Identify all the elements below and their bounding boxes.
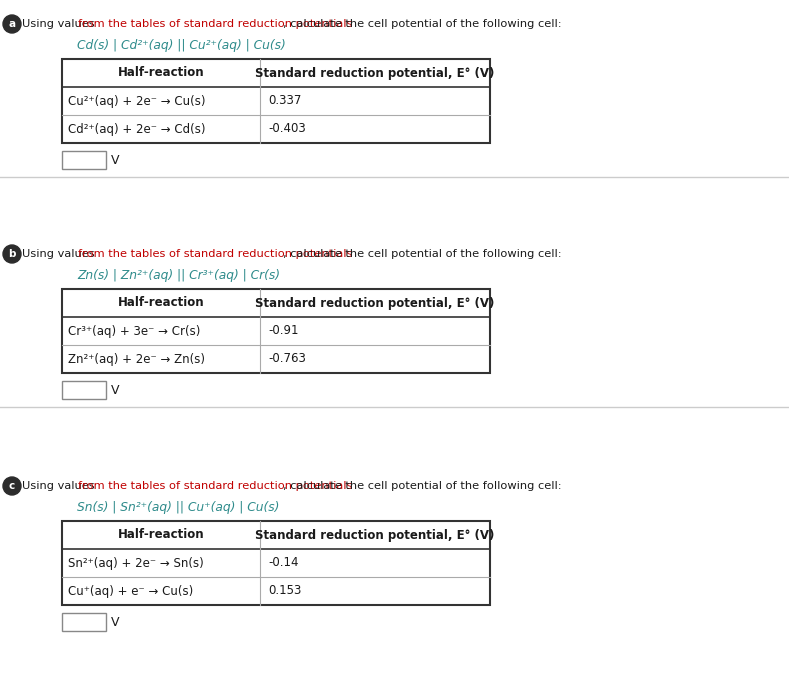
Text: Standard reduction potential, E° (V): Standard reduction potential, E° (V) [256, 296, 495, 309]
Circle shape [3, 477, 21, 495]
Bar [62, 289, 490, 373]
Text: 0.153: 0.153 [268, 584, 301, 597]
Text: -0.403: -0.403 [268, 123, 306, 136]
Text: Zn(s) | Zn²⁺(aq) || Cr³⁺(aq) | Cr(s): Zn(s) | Zn²⁺(aq) || Cr³⁺(aq) | Cr(s) [77, 269, 280, 282]
Text: Cd²⁺(aq) + 2e⁻ → Cd(s): Cd²⁺(aq) + 2e⁻ → Cd(s) [68, 123, 205, 136]
Text: Standard reduction potential, E° (V): Standard reduction potential, E° (V) [256, 528, 495, 542]
Bar [62, 151, 106, 169]
Text: Zn²⁺(aq) + 2e⁻ → Zn(s): Zn²⁺(aq) + 2e⁻ → Zn(s) [68, 353, 205, 365]
Text: from the tables of standard reduction potentials: from the tables of standard reduction po… [77, 481, 352, 491]
Bar [62, 521, 490, 605]
Text: c: c [9, 481, 15, 491]
Text: Half-reaction: Half-reaction [118, 528, 204, 542]
Text: -0.91: -0.91 [268, 325, 298, 338]
Text: a: a [9, 19, 16, 29]
Text: Using values: Using values [22, 249, 99, 259]
Text: 0.337: 0.337 [268, 94, 301, 107]
Text: Standard reduction potential, E° (V): Standard reduction potential, E° (V) [256, 67, 495, 79]
Circle shape [3, 15, 21, 33]
Circle shape [3, 245, 21, 263]
Text: Half-reaction: Half-reaction [118, 67, 204, 79]
Text: V: V [111, 384, 119, 396]
Text: Using values: Using values [22, 481, 99, 491]
Text: Cu⁺(aq) + e⁻ → Cu(s): Cu⁺(aq) + e⁻ → Cu(s) [68, 584, 193, 597]
Text: , calculate the cell potential of the following cell:: , calculate the cell potential of the fo… [283, 481, 562, 491]
Text: from the tables of standard reduction potentials: from the tables of standard reduction po… [77, 249, 352, 259]
Text: Using values: Using values [22, 19, 99, 29]
Text: -0.763: -0.763 [268, 353, 306, 365]
Text: Cd(s) | Cd²⁺(aq) || Cu²⁺(aq) | Cu(s): Cd(s) | Cd²⁺(aq) || Cu²⁺(aq) | Cu(s) [77, 39, 286, 52]
Text: V: V [111, 154, 119, 167]
Text: Sn(s) | Sn²⁺(aq) || Cu⁺(aq) | Cu(s): Sn(s) | Sn²⁺(aq) || Cu⁺(aq) | Cu(s) [77, 500, 279, 513]
Text: Half-reaction: Half-reaction [118, 296, 204, 309]
Text: , calculate the cell potential of the following cell:: , calculate the cell potential of the fo… [283, 19, 562, 29]
Text: Cu²⁺(aq) + 2e⁻ → Cu(s): Cu²⁺(aq) + 2e⁻ → Cu(s) [68, 94, 205, 107]
Text: V: V [111, 615, 119, 628]
Bar [62, 59, 490, 143]
Bar [62, 381, 106, 399]
Text: Cr³⁺(aq) + 3e⁻ → Cr(s): Cr³⁺(aq) + 3e⁻ → Cr(s) [68, 325, 200, 338]
Text: , calculate the cell potential of the following cell:: , calculate the cell potential of the fo… [283, 249, 562, 259]
Text: -0.14: -0.14 [268, 557, 298, 570]
Text: b: b [8, 249, 16, 259]
Text: Sn²⁺(aq) + 2e⁻ → Sn(s): Sn²⁺(aq) + 2e⁻ → Sn(s) [68, 557, 204, 570]
Text: from the tables of standard reduction potentials: from the tables of standard reduction po… [77, 19, 352, 29]
Bar [62, 613, 106, 631]
